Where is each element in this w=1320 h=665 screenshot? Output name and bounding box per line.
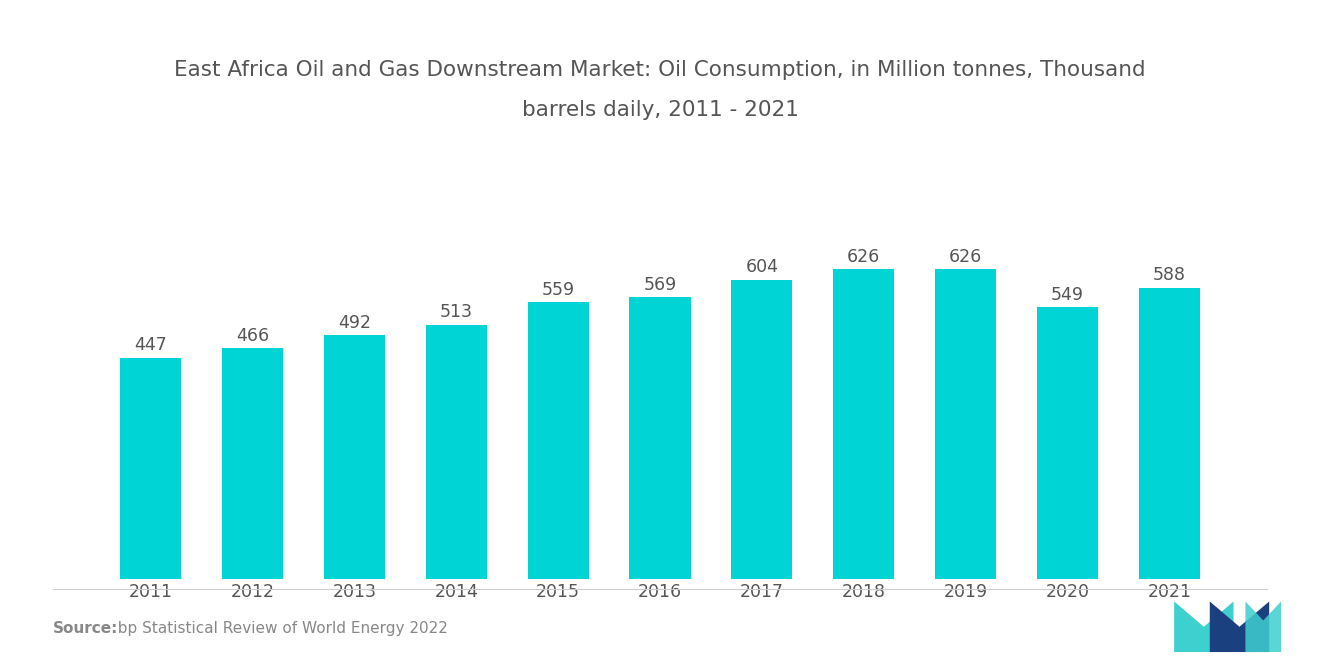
Polygon shape: [1246, 601, 1280, 652]
Text: 447: 447: [135, 336, 166, 354]
Bar: [935, 269, 997, 579]
Bar: [731, 280, 792, 579]
Bar: [1038, 307, 1098, 579]
Polygon shape: [1175, 601, 1233, 652]
Bar: [323, 335, 385, 579]
Text: 588: 588: [1152, 266, 1185, 285]
Text: 604: 604: [746, 259, 779, 277]
Text: 513: 513: [440, 303, 473, 321]
Polygon shape: [1209, 601, 1270, 652]
Text: 559: 559: [541, 281, 574, 299]
Text: 492: 492: [338, 314, 371, 332]
Text: bp Statistical Review of World Energy 2022: bp Statistical Review of World Energy 20…: [108, 621, 447, 636]
Text: Source:: Source:: [53, 621, 119, 636]
Bar: [630, 297, 690, 579]
Text: East Africa Oil and Gas Downstream Market: Oil Consumption, in Million tonnes, T: East Africa Oil and Gas Downstream Marke…: [174, 60, 1146, 80]
Bar: [120, 358, 181, 579]
Text: 569: 569: [643, 276, 677, 294]
Text: 466: 466: [236, 327, 269, 344]
Text: barrels daily, 2011 - 2021: barrels daily, 2011 - 2021: [521, 100, 799, 120]
Bar: [425, 325, 487, 579]
Bar: [1139, 288, 1200, 579]
Bar: [222, 348, 282, 579]
Text: 549: 549: [1051, 285, 1084, 304]
Bar: [528, 302, 589, 579]
Text: 626: 626: [847, 247, 880, 265]
Bar: [833, 269, 895, 579]
Text: 626: 626: [949, 247, 982, 265]
